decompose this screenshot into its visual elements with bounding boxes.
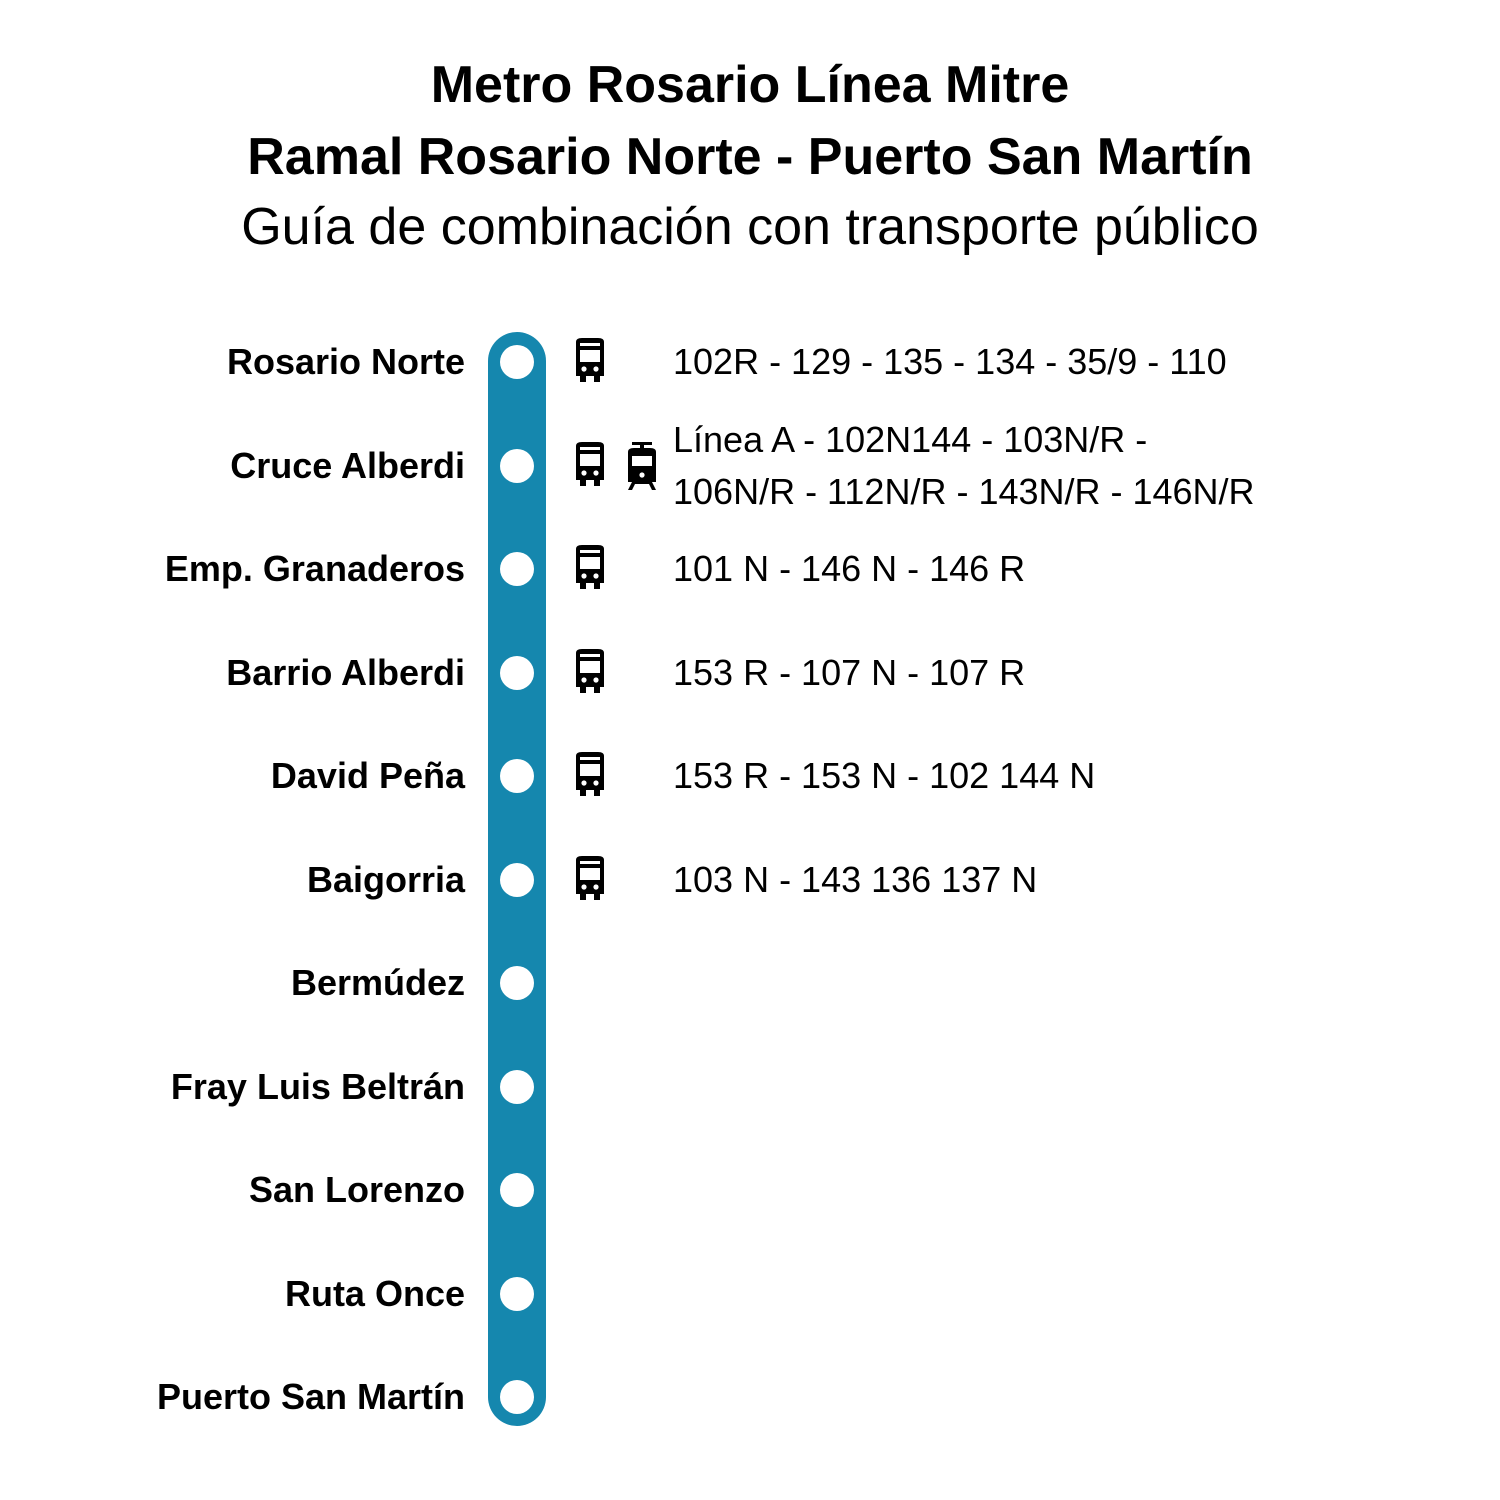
- connection-routes: 103 N - 143 136 137 N: [673, 854, 1037, 906]
- station-dot[interactable]: [500, 448, 534, 483]
- station-dot[interactable]: [500, 552, 534, 586]
- station-name[interactable]: Bermúdez: [290, 962, 465, 1003]
- station-name[interactable]: San Lorenzo: [248, 1169, 465, 1210]
- connection-routes: Línea A - 102N144 - 103N/R - 106N/R - 112…: [673, 414, 1255, 518]
- station-name[interactable]: Puerto San Martín: [156, 1376, 465, 1417]
- map-title: Metro Rosario Línea Mitre: [430, 56, 1070, 114]
- station-name[interactable]: Baigorria: [306, 858, 465, 900]
- route-line: 153 R - 153 N - 102 144 N: [673, 755, 1096, 796]
- branch-title: Ramal Rosario Norte - Puerto San Martín: [247, 128, 1253, 186]
- bus-icon: [568, 441, 612, 492]
- route-line: 153 R - 107 N - 107 R: [673, 651, 1026, 693]
- station-name[interactable]: Ruta Once: [284, 1272, 465, 1314]
- guide-subtitle: Guía de combinación con transporte públi…: [241, 198, 1259, 256]
- station-name[interactable]: Fray Luis Beltrán: [170, 1065, 465, 1107]
- route-line: 106N/R - 112N/R - 143N/R - 146N/R: [673, 470, 1255, 512]
- station-dot[interactable]: [500, 1380, 534, 1414]
- connection-routes: 102R - 129 - 135 - 134 - 35/9 - 110: [673, 336, 1227, 388]
- connection-routes: 153 R - 107 N - 107 R: [673, 647, 1025, 699]
- bus-icon: [568, 648, 612, 699]
- route-line: 103 N - 143 136 137 N: [673, 858, 1038, 900]
- station-dot[interactable]: [500, 1173, 534, 1207]
- station-dot[interactable]: [500, 1276, 534, 1311]
- bus-icon: [568, 752, 612, 802]
- station-dot[interactable]: [500, 862, 534, 897]
- connection-routes: 101 N - 146 N - 146 R: [673, 543, 1025, 595]
- bus-icon: [568, 545, 612, 595]
- station-dot[interactable]: [500, 655, 534, 690]
- station-name[interactable]: Rosario Norte: [226, 341, 465, 382]
- route-line: 102R - 129 - 135 - 134 - 35/9 - 110: [673, 341, 1227, 382]
- bus-icon: [568, 855, 612, 906]
- station-name[interactable]: Emp. Granaderos: [164, 548, 465, 589]
- station-dot[interactable]: [500, 759, 534, 793]
- route-line: 101 N - 146 N - 146 R: [673, 548, 1026, 589]
- station-name[interactable]: Barrio Alberdi: [226, 651, 465, 693]
- station-name[interactable]: Cruce Alberdi: [230, 444, 465, 486]
- connection-routes: 153 R - 153 N - 102 144 N: [673, 750, 1095, 802]
- station-dot[interactable]: [500, 966, 534, 1000]
- route-line: Línea A - 102N144 - 103N/R -: [673, 418, 1148, 460]
- station-dot[interactable]: [500, 1069, 534, 1104]
- station-dot[interactable]: [500, 345, 534, 379]
- tram-icon: [620, 441, 664, 492]
- bus-icon: [568, 338, 612, 388]
- station-name[interactable]: David Peña: [270, 755, 465, 796]
